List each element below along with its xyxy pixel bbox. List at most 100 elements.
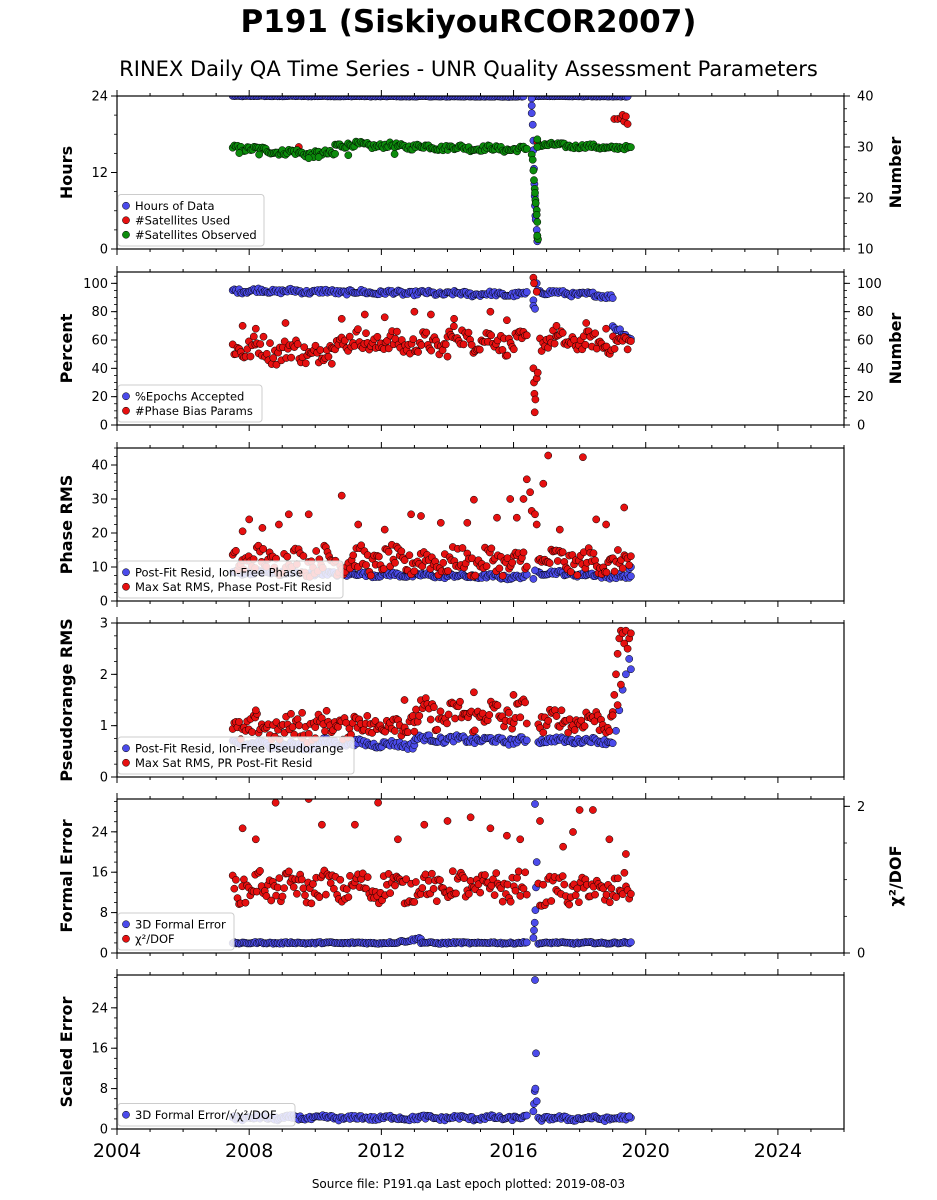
- y-tick-label: 24: [91, 90, 108, 105]
- data-point: [613, 649, 622, 658]
- data-point: [618, 564, 627, 573]
- data-point: [545, 559, 554, 567]
- y-tick-label: 1: [100, 719, 108, 734]
- data-point: [602, 520, 610, 529]
- data-point: [533, 218, 542, 226]
- data-point: [345, 332, 354, 341]
- data-point: [459, 340, 468, 349]
- y-tick-label: 100: [83, 277, 108, 292]
- data-point: [571, 891, 580, 900]
- data-point: [530, 926, 538, 935]
- data-point: [374, 799, 382, 807]
- data-point: [258, 524, 267, 532]
- data-point: [251, 706, 260, 715]
- data-point: [304, 154, 313, 163]
- x-tick-label: 2020: [622, 1140, 670, 1162]
- data-point: [322, 890, 330, 899]
- data-point: [530, 918, 539, 927]
- data-point: [275, 874, 284, 882]
- data-point: [393, 327, 401, 336]
- series-6-1: [228, 976, 635, 1125]
- data-point: [529, 575, 538, 583]
- data-point: [512, 513, 521, 522]
- data-point: [521, 868, 530, 877]
- legend-1: Hours of Data#Satellites Used#Satellites…: [117, 194, 265, 247]
- data-point: [605, 727, 614, 735]
- data-point: [627, 143, 635, 152]
- y-tick-label: 24: [91, 825, 108, 840]
- data-point: [522, 144, 531, 153]
- series-1-1: [228, 96, 632, 246]
- data-point: [318, 820, 326, 829]
- legend-marker: [122, 201, 130, 210]
- panel-4-points: [228, 626, 635, 754]
- y-right-tick-label: 40: [857, 362, 874, 377]
- data-point: [516, 713, 525, 722]
- y-tick-label: 20: [91, 390, 108, 405]
- data-point: [427, 346, 436, 355]
- data-point: [529, 166, 538, 175]
- data-point: [412, 705, 420, 714]
- data-point: [522, 890, 531, 899]
- x-tick-label: 2016: [489, 1140, 537, 1162]
- data-point: [331, 149, 339, 158]
- data-point: [439, 558, 448, 567]
- x-tick-label: 2004: [93, 1140, 141, 1162]
- data-point: [573, 884, 582, 893]
- data-point: [400, 696, 409, 704]
- data-point: [427, 310, 435, 319]
- y-right-tick-label: 60: [857, 334, 874, 349]
- data-point: [552, 321, 561, 330]
- legend-marker: [122, 230, 130, 239]
- data-point: [547, 897, 556, 905]
- data-point: [255, 150, 263, 159]
- data-point: [432, 897, 441, 906]
- figure-subtitle: RINEX Daily QA Time Series - UNR Quality…: [119, 57, 818, 81]
- data-point: [531, 304, 539, 313]
- legend-label: %Epochs Accepted: [135, 389, 244, 403]
- data-point: [531, 566, 539, 575]
- data-point: [397, 547, 406, 556]
- data-point: [271, 799, 280, 807]
- data-point: [251, 835, 260, 844]
- data-point: [627, 629, 635, 638]
- data-point: [281, 319, 290, 327]
- data-point: [623, 644, 632, 653]
- data-point: [521, 698, 529, 707]
- data-point: [428, 869, 436, 878]
- data-point: [417, 341, 426, 349]
- data-point: [288, 723, 297, 731]
- data-point: [580, 722, 589, 730]
- legend-label: Hours of Data: [135, 199, 215, 213]
- y-right-tick-label: 2: [857, 800, 865, 815]
- y-right-tick-label: 0: [857, 947, 865, 962]
- data-point: [410, 898, 419, 906]
- data-point: [342, 885, 351, 894]
- data-point: [592, 515, 601, 524]
- data-point: [544, 451, 553, 460]
- data-point: [465, 889, 473, 898]
- data-point: [620, 868, 629, 877]
- panel-5-points: [228, 799, 635, 948]
- data-point: [581, 340, 590, 349]
- data-point: [450, 314, 458, 323]
- data-point: [287, 709, 295, 718]
- data-point: [607, 884, 616, 893]
- data-point: [293, 889, 301, 898]
- data-point: [405, 551, 414, 560]
- data-point: [316, 346, 325, 354]
- data-point: [627, 890, 635, 898]
- data-point: [498, 346, 507, 354]
- data-point: [519, 548, 528, 557]
- series-1-2: [294, 111, 632, 151]
- data-point: [443, 719, 451, 728]
- data-point: [267, 896, 276, 905]
- data-point: [301, 891, 309, 900]
- data-point: [391, 727, 399, 735]
- data-point: [528, 120, 537, 129]
- y-tick-label: 24: [91, 1001, 108, 1016]
- data-point: [430, 703, 438, 712]
- data-point: [421, 870, 430, 879]
- data-point: [450, 322, 458, 331]
